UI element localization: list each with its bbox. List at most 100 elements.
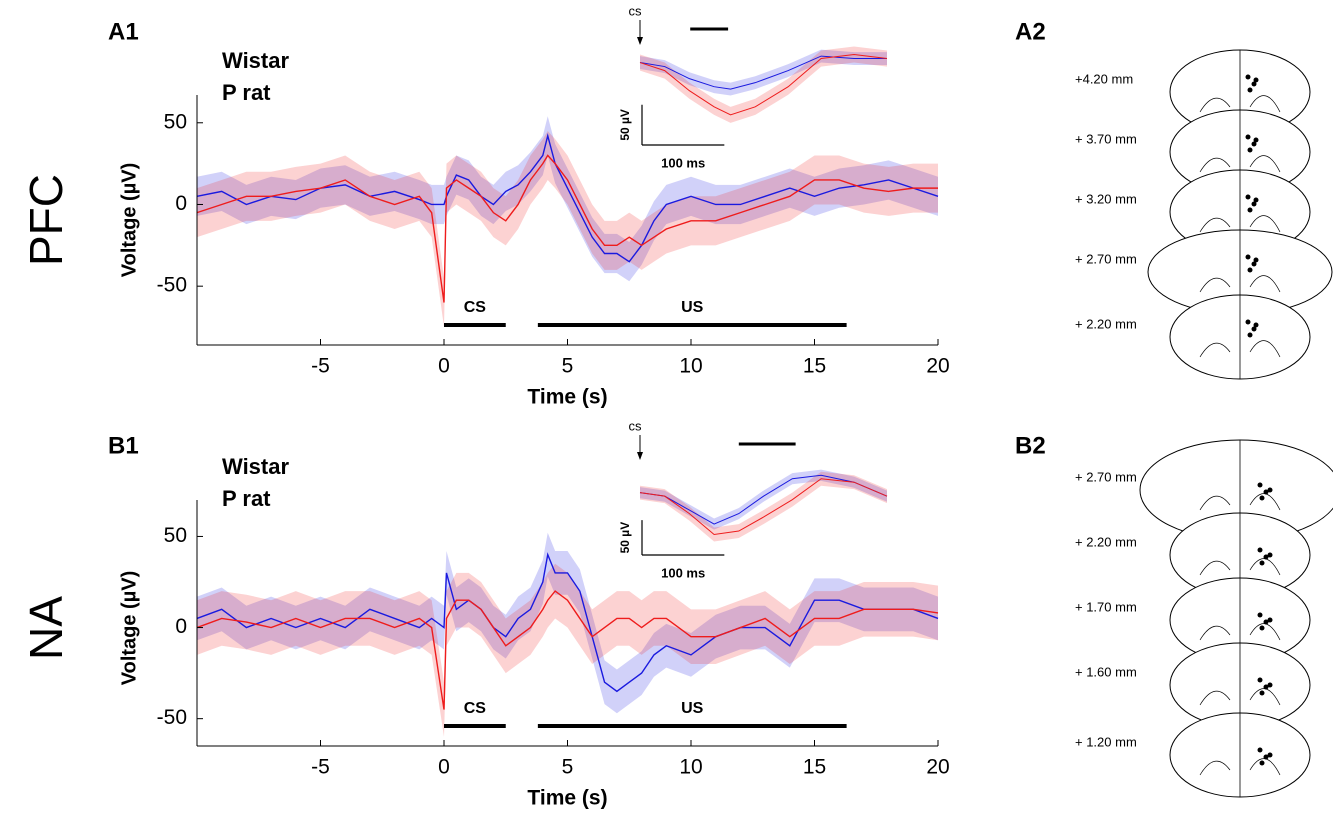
electrode-dot: [1247, 207, 1253, 213]
y-tick-label: -50: [157, 706, 187, 729]
section-detail: [1199, 215, 1281, 233]
electrode-dot: [1253, 137, 1259, 143]
electrode-dot: [1263, 754, 1269, 760]
x-tick-label: -5: [311, 355, 330, 378]
panel-label: A1: [108, 18, 139, 45]
y-axis-label: Voltage (µV): [118, 571, 140, 686]
electrode-dot: [1251, 141, 1257, 147]
atlas-level: + 1.60 mm: [1075, 664, 1137, 679]
electrode-dot: [1251, 81, 1257, 87]
electrode-dot: [1251, 261, 1257, 267]
atlas-level: + 2.70 mm: [1075, 469, 1137, 484]
y-axis-label: Voltage (µV): [118, 163, 140, 278]
x-axis-label: Time (s): [527, 787, 607, 810]
y-tick-label: -50: [157, 274, 187, 297]
error-band: [197, 116, 938, 282]
series-line: [196, 154, 938, 303]
panel-label: B1: [108, 432, 139, 459]
electrode-dot: [1267, 487, 1273, 493]
electrode-dot: [1263, 684, 1269, 690]
error-band: [197, 563, 938, 737]
cs-label: cs: [629, 3, 643, 18]
panel-label: B2: [1015, 432, 1046, 459]
electrode-dot: [1259, 690, 1265, 696]
electrode-dot: [1245, 134, 1251, 140]
electrode-dot: [1245, 319, 1251, 325]
event-label: CS: [464, 299, 487, 316]
y-tick-label: 50: [164, 524, 187, 547]
electrode-dot: [1257, 747, 1263, 753]
row-label: NA: [20, 596, 72, 660]
legend-entry: Wistar: [222, 48, 289, 73]
electrode-dot: [1259, 760, 1265, 766]
electrode-dot: [1247, 87, 1253, 93]
electrode-dot: [1267, 552, 1273, 558]
y-tick-label: 0: [175, 192, 187, 215]
electrode-dot: [1253, 257, 1259, 263]
electrode-dot: [1263, 619, 1269, 625]
electrode-dot: [1259, 625, 1265, 631]
electrode-dot: [1257, 482, 1263, 488]
y-tick-label: 50: [164, 110, 187, 133]
electrode-dot: [1259, 560, 1265, 566]
cs-label: cs: [629, 418, 643, 433]
legend-entry: P rat: [222, 486, 271, 511]
event-label: US: [681, 299, 704, 316]
event-bar: [444, 724, 506, 728]
electrode-dot: [1245, 194, 1251, 200]
electrode-dot: [1251, 326, 1257, 332]
electrode-dot: [1259, 495, 1265, 501]
x-tick-label: 20: [926, 756, 949, 779]
atlas-level: +4.20 mm: [1075, 71, 1133, 86]
event-bar: [537, 323, 847, 327]
error-band: [640, 46, 887, 123]
atlas-level: + 3.70 mm: [1075, 131, 1137, 146]
series-line: [639, 55, 887, 90]
atlas-level: + 1.20 mm: [1075, 734, 1137, 749]
row-label: PFC: [20, 174, 72, 266]
x-tick-label: 0: [438, 756, 450, 779]
electrode-dot: [1263, 489, 1269, 495]
series-line: [639, 53, 888, 116]
legend-entry: P rat: [222, 80, 271, 105]
cs-arrowhead: [637, 452, 643, 460]
electrode-dot: [1257, 612, 1263, 618]
electrode-dot: [1247, 147, 1253, 153]
electrode-dot: [1257, 677, 1263, 683]
atlas-level: + 2.20 mm: [1075, 534, 1137, 549]
electrode-dot: [1253, 197, 1259, 203]
section-detail: [1199, 155, 1281, 173]
electrode-dot: [1247, 267, 1253, 273]
electrode-dot: [1247, 332, 1253, 338]
x-tick-label: 5: [562, 756, 574, 779]
section-detail: [1199, 95, 1281, 113]
x-tick-label: 0: [438, 355, 450, 378]
scale-bar-y-label: 50 µV: [618, 522, 632, 554]
section-detail: [1199, 275, 1281, 293]
event-label: CS: [464, 700, 487, 717]
x-tick-label: 10: [679, 756, 702, 779]
x-tick-label: 20: [926, 355, 949, 378]
electrode-dot: [1267, 682, 1273, 688]
electrode-dot: [1257, 547, 1263, 553]
atlas-level: + 2.70 mm: [1075, 251, 1137, 266]
electrode-dot: [1245, 254, 1251, 260]
error-band: [640, 469, 887, 530]
error-band: [197, 130, 938, 328]
electrode-dot: [1251, 201, 1257, 207]
electrode-dot: [1245, 74, 1251, 80]
scale-bar-x-label: 100 ms: [661, 155, 705, 170]
series-line: [639, 474, 888, 525]
x-tick-label: -5: [311, 756, 330, 779]
legend-entry: Wistar: [222, 454, 289, 479]
series-line: [196, 590, 939, 710]
electrode-dot: [1253, 322, 1259, 328]
panel-label: A2: [1015, 18, 1046, 45]
cs-arrowhead: [637, 37, 643, 45]
electrode-dot: [1263, 554, 1269, 560]
error-band: [197, 532, 938, 714]
series-line: [196, 552, 939, 693]
x-tick-label: 10: [679, 355, 702, 378]
scale-bar-y-label: 50 µV: [618, 109, 632, 141]
